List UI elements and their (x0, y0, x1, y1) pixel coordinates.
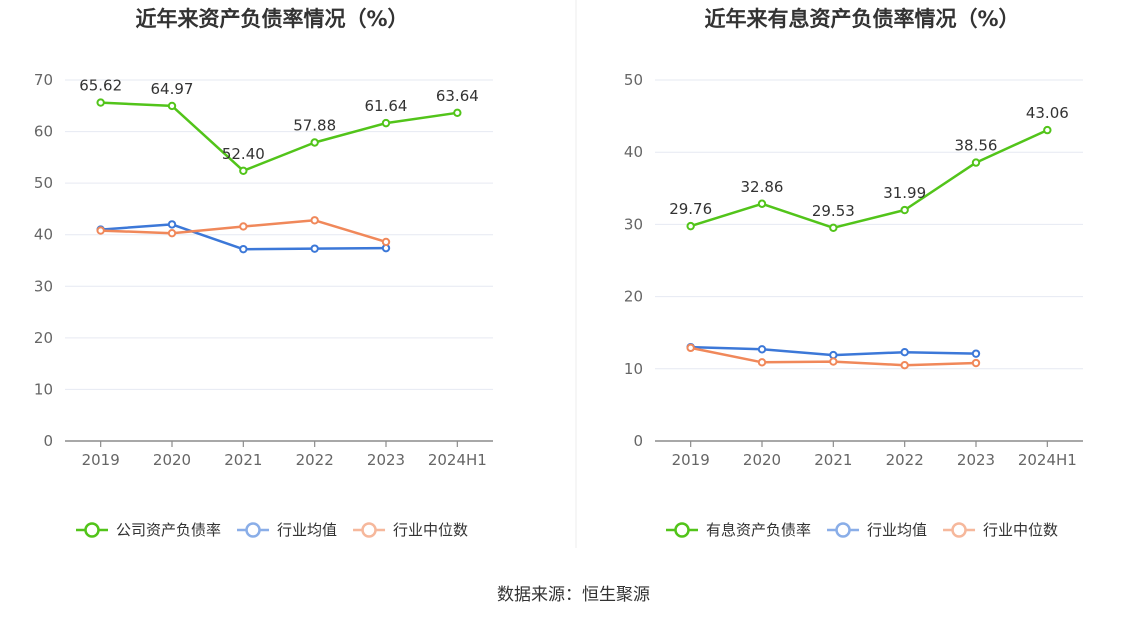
x-tick-label: 2021 (224, 451, 262, 469)
data-point (971, 349, 981, 358)
chart-title: 近年来有息资产负债率情况（%） (704, 7, 1019, 31)
y-tick-label: 70 (34, 71, 53, 89)
legend-item-1: 公司资产负债率 (76, 521, 221, 539)
x-tick-label: 2024H1 (428, 451, 487, 469)
legend-label: 行业均值 (277, 521, 337, 539)
data-point (900, 205, 909, 215)
data-point (96, 98, 105, 107)
series-line-1 (690, 128, 1048, 230)
legend-label: 有息资产负债率 (706, 521, 811, 539)
chart-panel-1: 近年来资产负债率情况（%） 0 10 20 30 40 50 60 70 2019 2020 2021… (34, 7, 493, 539)
data-point (239, 244, 248, 254)
y-tick-label: 0 (633, 432, 643, 450)
data-label: 61.64 (365, 97, 408, 115)
data-label: 38.56 (955, 137, 998, 155)
data-point (686, 221, 695, 231)
data-point (757, 345, 767, 354)
data-point (829, 357, 838, 366)
series-line-1 (100, 101, 458, 173)
y-tick-label: 10 (624, 360, 643, 378)
legend-marker (835, 522, 851, 538)
x-tick-label: 2022 (886, 451, 924, 469)
data-label: 57.88 (293, 117, 336, 135)
y-tick-label: 40 (624, 143, 643, 161)
data-point (239, 166, 248, 175)
data-point (96, 226, 105, 235)
x-tick-label: 2019 (82, 451, 120, 469)
y-tick-label: 60 (34, 123, 53, 141)
legend-marker (674, 522, 690, 538)
x-tick-label: 2024H1 (1018, 451, 1077, 469)
data-point (310, 216, 319, 225)
legend-marker (245, 522, 261, 538)
data-point (310, 138, 319, 147)
data-point (167, 101, 177, 111)
data-point (971, 158, 981, 167)
data-point (900, 347, 909, 357)
data-point (757, 358, 767, 367)
data-point (167, 228, 177, 238)
x-tick-label: 2022 (296, 451, 334, 469)
data-label: 29.53 (812, 202, 855, 220)
x-tick-label: 2023 (367, 451, 405, 469)
x-tick-label: 2020 (153, 451, 191, 469)
data-point (686, 343, 695, 353)
y-tick-label: 30 (624, 215, 643, 233)
data-label: 64.97 (151, 80, 194, 98)
y-tick-label: 40 (34, 226, 53, 244)
legend-marker (361, 522, 377, 538)
charts-canvas: 近年来资产负债率情况（%） 0 10 20 30 40 50 60 70 2019 2020 2021… (34, 0, 1083, 548)
data-point (900, 360, 909, 370)
chart-title: 近年来资产负债率情况（%） (135, 7, 408, 31)
data-point (829, 223, 838, 232)
data-label: 63.64 (436, 87, 479, 105)
data-point (971, 358, 981, 368)
data-point (239, 222, 248, 231)
data-point (381, 237, 391, 247)
y-tick-label: 30 (34, 277, 53, 295)
y-tick-label: 0 (43, 432, 53, 450)
legend-label: 行业均值 (867, 521, 927, 539)
y-tick-label: 10 (34, 380, 53, 398)
data-point (310, 244, 319, 253)
data-label: 65.62 (79, 77, 122, 95)
legend-label: 公司资产负债率 (116, 521, 221, 539)
x-tick-label: 2020 (743, 451, 781, 469)
data-point (757, 199, 767, 208)
data-point (1043, 125, 1052, 135)
x-tick-label: 2021 (814, 451, 852, 469)
legend-marker (84, 522, 100, 538)
data-point (829, 350, 838, 360)
chart-panel-2: 近年来有息资产负债率情况（%） 0 10 20 30 40 50 2019 2020 2021 20… (624, 7, 1083, 539)
data-point (167, 220, 177, 229)
legend-item-2: 行业均值 (237, 521, 337, 539)
data-label: 43.06 (1026, 104, 1069, 122)
data-label: 31.99 (883, 184, 926, 202)
legend-item-3: 行业中位数 (943, 521, 1058, 539)
x-tick-label: 2019 (672, 451, 710, 469)
y-tick-label: 50 (624, 71, 643, 89)
data-label: 52.40 (222, 145, 265, 163)
data-label: 32.86 (741, 178, 784, 196)
data-point (453, 108, 462, 117)
y-tick-label: 50 (34, 174, 53, 192)
legend-label: 行业中位数 (983, 521, 1058, 539)
legend-item-2: 行业均值 (827, 521, 927, 539)
x-tick-label: 2023 (957, 451, 995, 469)
data-label: 29.76 (669, 200, 712, 218)
data-point (381, 118, 391, 128)
y-tick-label: 20 (624, 288, 643, 306)
source-note: 数据来源：恒生聚源 (497, 585, 650, 605)
y-tick-label: 20 (34, 329, 53, 347)
legend-item-3: 行业中位数 (353, 521, 468, 539)
legend-marker (951, 522, 967, 538)
legend-item-1: 有息资产负债率 (666, 521, 811, 539)
legend-label: 行业中位数 (393, 521, 468, 539)
